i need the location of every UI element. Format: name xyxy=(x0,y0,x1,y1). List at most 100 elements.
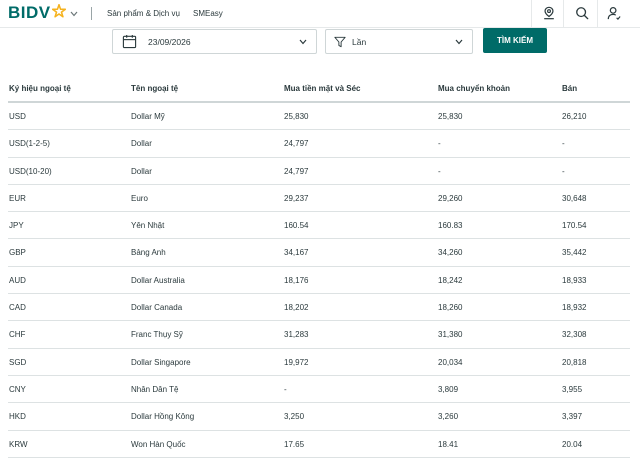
user-location-icon[interactable] xyxy=(542,6,556,20)
cell-currency-code: HKD xyxy=(9,412,26,422)
chevron-down-icon[interactable] xyxy=(70,11,78,17)
cell-buy-cash: 18,202 xyxy=(284,303,309,313)
header-currency-code: Ký hiệu ngoại tệ xyxy=(9,84,71,93)
top-header: BIDV Sản phẩm & Dịch vụ SMEasy xyxy=(0,0,640,28)
cell-currency-code: USD xyxy=(9,112,26,121)
cell-buy-cash: 29,237 xyxy=(284,193,309,203)
user-icon[interactable] xyxy=(607,6,621,20)
cell-currency-code: SGD xyxy=(9,357,27,367)
table-row: USD(10-20) Dollar 24,797 - - xyxy=(8,158,630,185)
cell-currency-name: Dollar Hồng Kông xyxy=(131,412,195,422)
cell-buy-cash: 160.54 xyxy=(284,221,309,231)
cell-currency-code: USD(10-20) xyxy=(9,166,52,176)
chevron-down-icon xyxy=(455,39,463,45)
cell-sell: - xyxy=(562,166,565,176)
cell-buy-transfer: - xyxy=(438,166,441,176)
table-row: EUR Euro 29,237 29,260 30,648 xyxy=(8,185,630,213)
cell-sell: 18,932 xyxy=(562,303,587,313)
header-divider xyxy=(91,7,92,20)
cell-currency-name: Dollar Canada xyxy=(131,303,183,313)
cell-sell: 32,308 xyxy=(562,330,587,340)
table-row: HKD Dollar Hồng Kông 3,250 3,260 3,397 xyxy=(8,403,630,431)
nav-smeasy[interactable]: SMEasy xyxy=(193,9,223,18)
cell-currency-code: JPY xyxy=(9,221,24,231)
table-row: SGD Dollar Singapore 19,972 20,034 20,818 xyxy=(8,349,630,376)
table-row: JPY Yên Nhật 160.54 160.83 170.54 xyxy=(8,212,630,240)
cell-buy-transfer: 34,260 xyxy=(438,248,463,258)
cell-sell: 170.54 xyxy=(562,221,587,231)
date-value: 23/09/2026 xyxy=(148,37,191,47)
cell-buy-cash: 19,972 xyxy=(284,357,309,367)
bidv-logo[interactable]: BIDV xyxy=(8,4,66,22)
header-separator xyxy=(531,0,532,28)
header-currency-name: Tên ngoại tệ xyxy=(131,84,179,93)
cell-buy-transfer: 160.83 xyxy=(438,221,463,231)
cell-currency-code: CAD xyxy=(9,303,26,313)
cell-sell: - xyxy=(562,139,565,149)
table-body: USD Dollar Mỹ 25,830 25,830 26,210 USD(1-2-5)… xyxy=(8,103,630,458)
cell-sell: 26,210 xyxy=(562,112,587,121)
cell-buy-transfer: 3,260 xyxy=(438,412,459,422)
cell-currency-name: Yên Nhật xyxy=(131,221,165,231)
table-row: USD(1-2-5) Dollar 24,797 - - xyxy=(8,130,630,158)
date-picker[interactable]: 23/09/2026 xyxy=(112,29,317,54)
table-row: KRW Won Hàn Quốc 17.65 18.41 20.04 xyxy=(8,431,630,458)
cell-currency-name: Dollar xyxy=(131,139,152,149)
cell-buy-transfer: 18.41 xyxy=(438,439,459,449)
cell-currency-code: USD(1-2-5) xyxy=(9,139,50,149)
type-value: Lần xyxy=(352,37,367,47)
header-buy-cash: Mua tiền mặt và Séc xyxy=(284,84,361,93)
cell-buy-cash: 24,797 xyxy=(284,139,309,149)
cell-buy-cash: 17.65 xyxy=(284,439,305,449)
logo-text: BIDV xyxy=(8,3,51,22)
cell-currency-name: Dollar Australia xyxy=(131,275,185,285)
cell-sell: 18,933 xyxy=(562,275,587,285)
cell-sell: 3,955 xyxy=(562,384,583,394)
cell-currency-code: CNY xyxy=(9,384,26,394)
cell-buy-cash: 34,167 xyxy=(284,248,309,258)
filter-icon xyxy=(334,36,346,48)
nav-products-services[interactable]: Sản phẩm & Dịch vụ xyxy=(107,9,180,18)
cell-buy-cash: 18,176 xyxy=(284,275,309,285)
table-header: Ký hiệu ngoại tệ Tên ngoại tệ Mua tiền m… xyxy=(8,76,630,103)
cell-buy-transfer: 25,830 xyxy=(438,112,463,121)
cell-currency-name: Franc Thụy Sỹ xyxy=(131,330,183,340)
cell-sell: 30,648 xyxy=(562,193,587,203)
table-row: GBP Bảng Anh 34,167 34,260 35,442 xyxy=(8,239,630,267)
search-icon[interactable] xyxy=(575,6,589,20)
cell-currency-name: Dollar Mỹ xyxy=(131,112,165,121)
calendar-icon xyxy=(122,34,137,49)
table-row: CAD Dollar Canada 18,202 18,260 18,932 xyxy=(8,294,630,322)
chevron-down-icon xyxy=(299,39,307,45)
cell-buy-cash: - xyxy=(284,384,287,394)
cell-buy-cash: 24,797 xyxy=(284,166,309,176)
cell-currency-code: GBP xyxy=(9,248,26,258)
header-separator xyxy=(597,0,598,28)
cell-sell: 35,442 xyxy=(562,248,587,258)
cell-currency-name: Dollar xyxy=(131,166,152,176)
type-select[interactable]: Lần xyxy=(325,29,473,54)
cell-sell: 20.04 xyxy=(562,439,583,449)
cell-currency-name: Won Hàn Quốc xyxy=(131,439,186,449)
cell-buy-transfer: 20,034 xyxy=(438,357,463,367)
cell-buy-transfer: 3,809 xyxy=(438,384,459,394)
header-separator xyxy=(563,0,564,28)
cell-currency-name: Nhân Dân Tệ xyxy=(131,384,179,394)
header-sell: Bán xyxy=(562,84,578,93)
cell-buy-transfer: 18,260 xyxy=(438,303,463,313)
cell-currency-code: KRW xyxy=(9,439,28,449)
cell-buy-cash: 25,830 xyxy=(284,112,309,121)
search-button[interactable]: TÌM KIẾM xyxy=(483,28,547,53)
table-row: CHF Franc Thụy Sỹ 31,283 31,380 32,308 xyxy=(8,321,630,349)
cell-buy-cash: 3,250 xyxy=(284,412,305,422)
cell-buy-transfer: 18,242 xyxy=(438,275,463,285)
logo-star-icon xyxy=(51,4,66,18)
cell-buy-transfer: - xyxy=(438,139,441,149)
table-row: CNY Nhân Dân Tệ - 3,809 3,955 xyxy=(8,376,630,404)
cell-buy-cash: 31,283 xyxy=(284,330,309,340)
cell-currency-code: AUD xyxy=(9,275,26,285)
table-row: AUD Dollar Australia 18,176 18,242 18,933 xyxy=(8,267,630,295)
cell-buy-transfer: 29,260 xyxy=(438,193,463,203)
exchange-rate-table: Ký hiệu ngoại tệ Tên ngoại tệ Mua tiền m… xyxy=(8,76,630,458)
cell-sell: 20,818 xyxy=(562,357,587,367)
